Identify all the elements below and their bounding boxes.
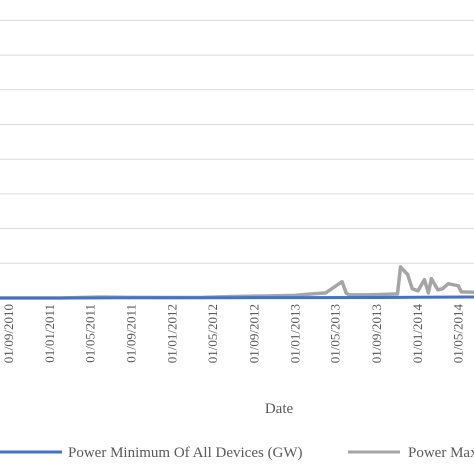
gridlines [0,19,474,299]
x-axis-title: Date [265,401,294,417]
x-tick-label: 01/09/2011 [124,304,139,363]
legend-label: Power Minimum Of All Devices (GW) [68,445,303,461]
x-tick-label: 01/09/2013 [369,304,384,363]
series-line-power-maximum [0,265,474,300]
x-axis-tick-labels: 01/05/201001/09/201001/01/201101/05/2011… [1,304,465,364]
x-tick-label: 01/01/2012 [165,304,180,363]
x-tick-label: 01/05/2014 [450,304,465,364]
series-line-power-minimum [0,295,474,300]
x-tick-label: 01/05/2012 [205,304,220,363]
x-tick-label: 01/05/2013 [328,304,343,363]
x-tick-label: 01/01/2011 [42,304,57,363]
legend-label: Power Maximum Of All Devices (GW) [408,445,474,461]
x-tick-label: 01/09/2012 [247,304,262,363]
x-tick-label: 01/09/2010 [1,304,16,363]
x-tick-label: 01/01/2013 [287,304,302,363]
x-tick-label: 01/05/2011 [82,304,97,363]
x-tick-label: 01/01/2014 [410,304,425,364]
series-lines [0,265,474,300]
legend: Power Minimum Of All Devices (GW) Power M… [0,445,474,461]
